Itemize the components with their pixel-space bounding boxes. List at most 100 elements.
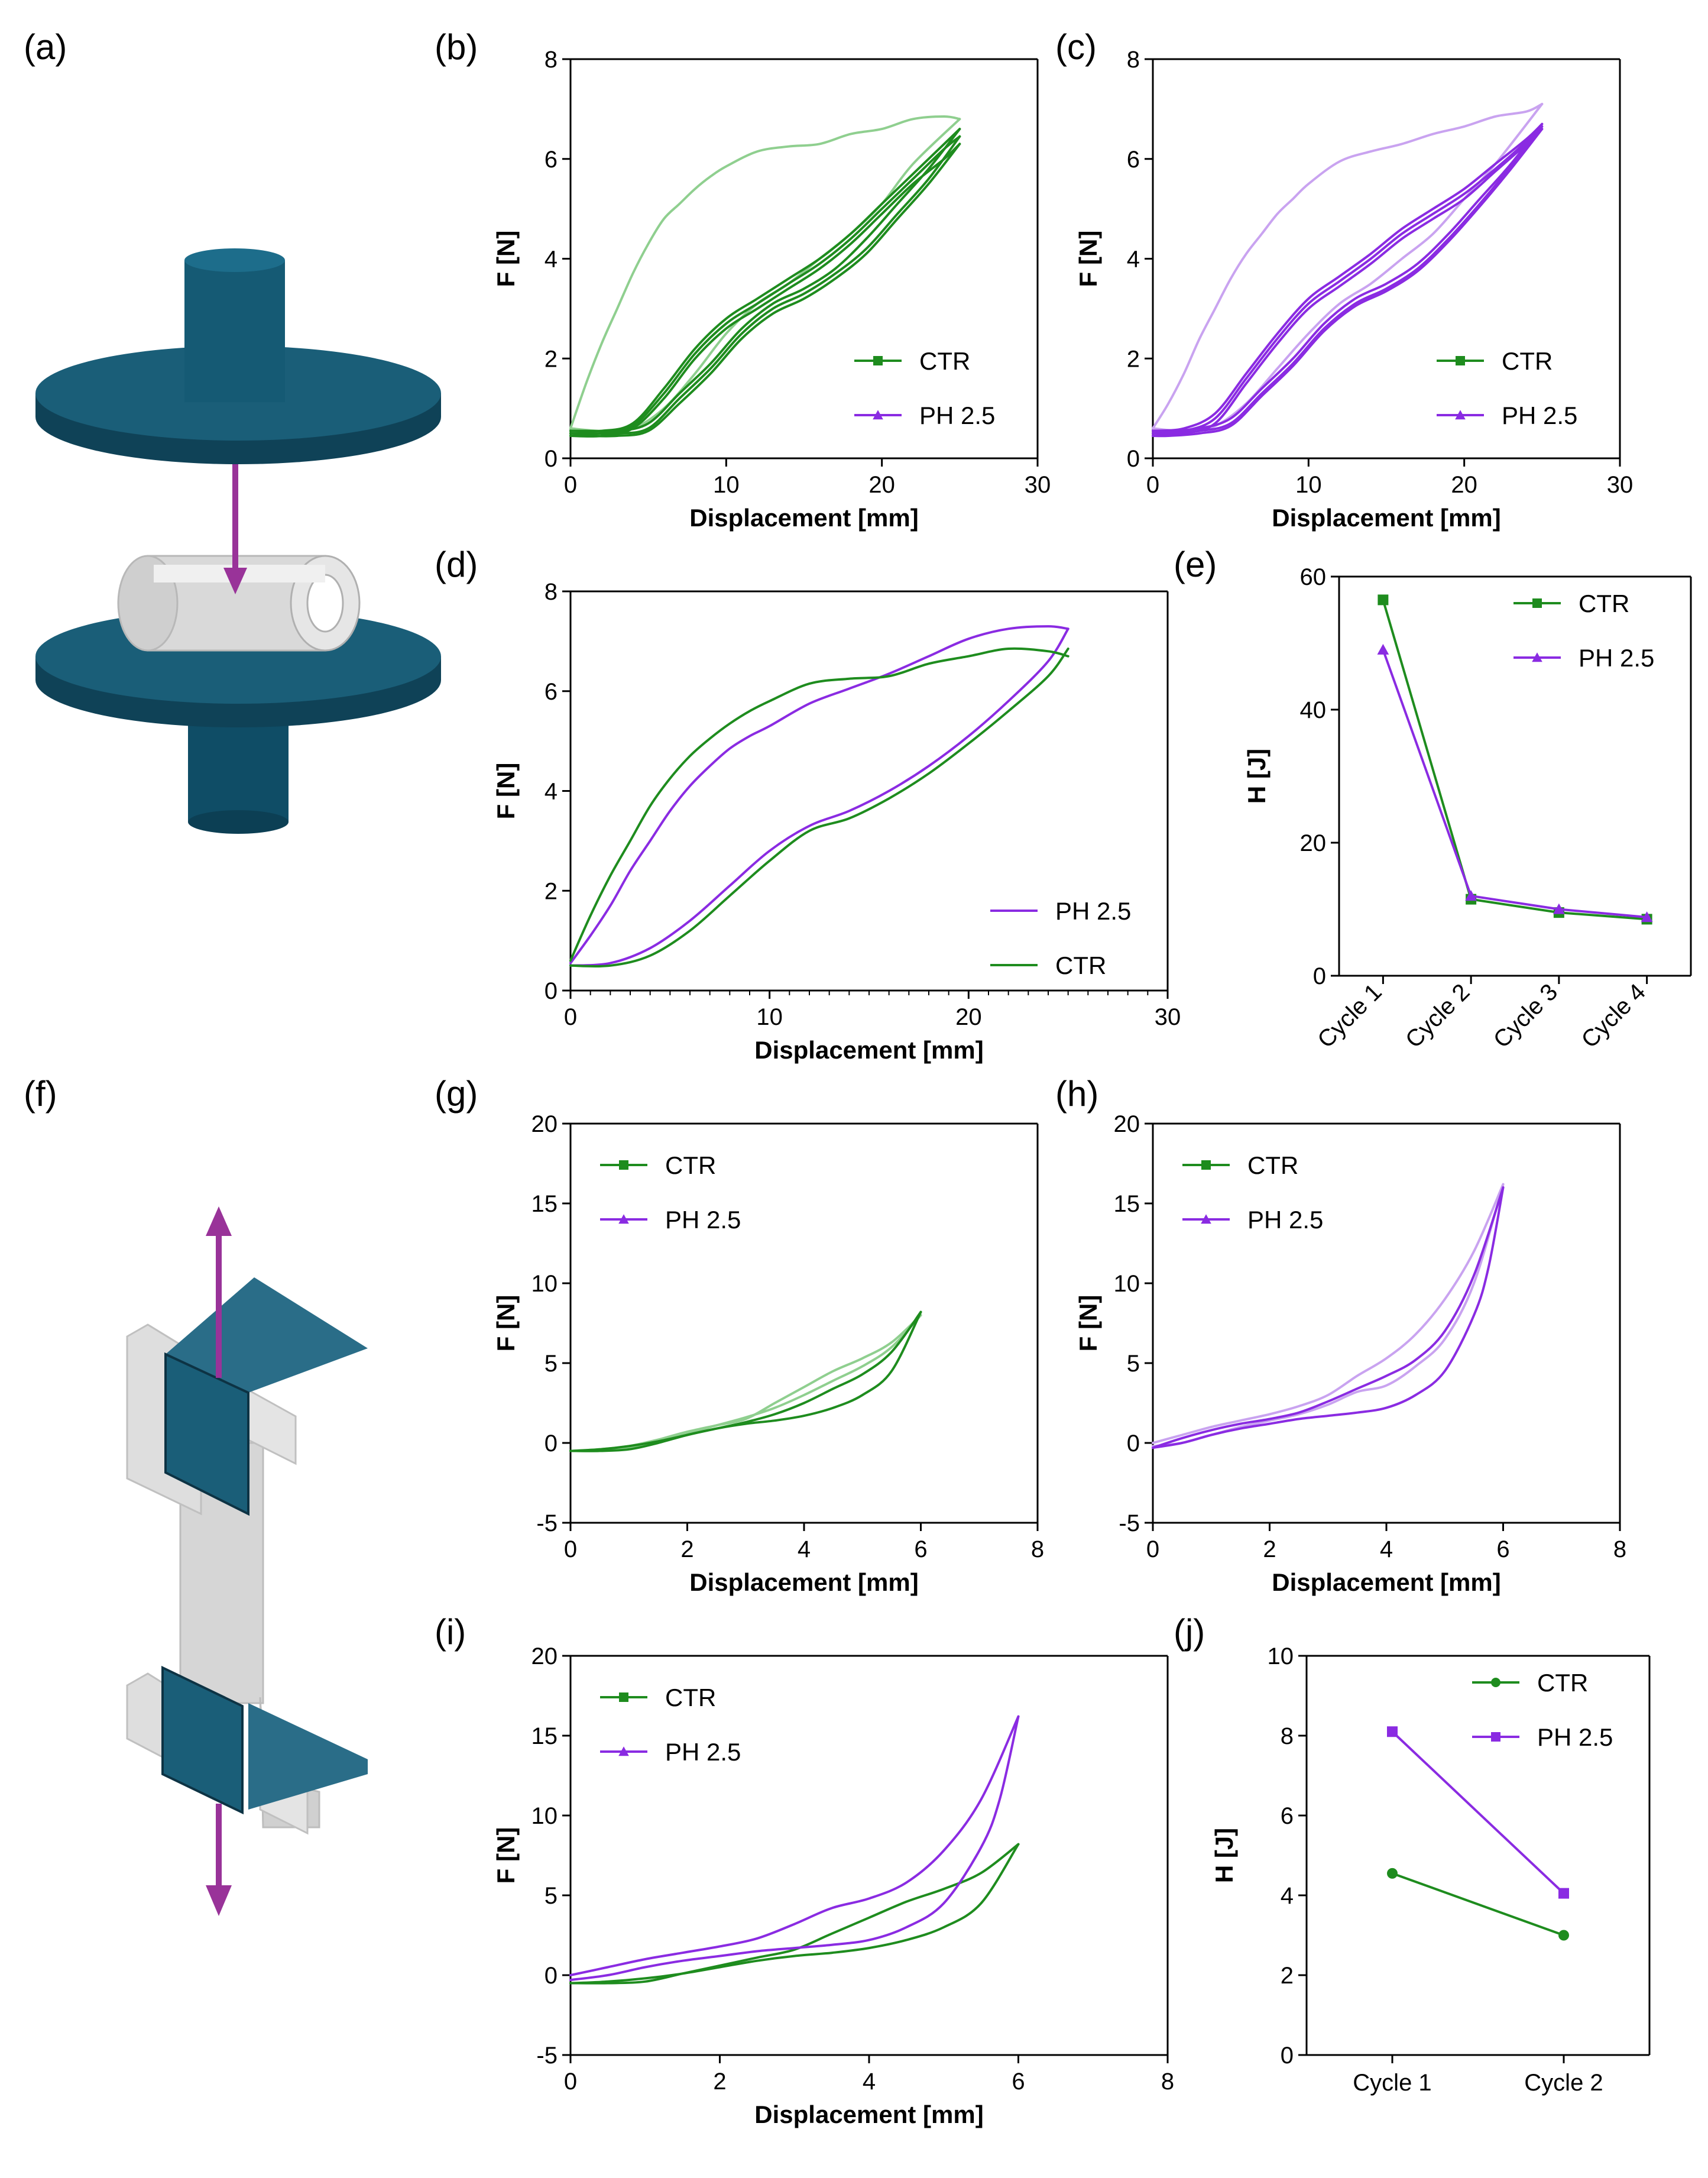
y-tick-label-e: 40 bbox=[1300, 697, 1327, 723]
y-axis-label-h: F [N] bbox=[1074, 1295, 1102, 1352]
y-tick-label-g: 10 bbox=[531, 1271, 558, 1297]
series-curve-d-1 bbox=[569, 627, 1069, 967]
arrow-down-lower-head bbox=[206, 1885, 232, 1916]
x-tick-label-h: 2 bbox=[1263, 1536, 1276, 1562]
y-tick-label-g: 0 bbox=[545, 1431, 558, 1457]
legend-label-j-0: CTR bbox=[1537, 1669, 1588, 1697]
series-curve-i-1 bbox=[569, 1843, 1020, 1985]
y-tick-label-j: 8 bbox=[1281, 1723, 1294, 1749]
x-tick-label-g: 4 bbox=[798, 1536, 811, 1562]
x-tick-label-e: Cycle 2 bbox=[1401, 979, 1474, 1053]
x-tick-label-h: 0 bbox=[1146, 1536, 1159, 1562]
series-group-g bbox=[569, 1310, 922, 1452]
y-tick-label-i: 0 bbox=[545, 1963, 558, 1989]
x-tick-label-g: 6 bbox=[914, 1536, 927, 1562]
x-tick-label-h: 6 bbox=[1496, 1536, 1509, 1562]
y-axis-label-d: F [N] bbox=[492, 763, 520, 820]
y-tick-label-e: 0 bbox=[1313, 963, 1326, 989]
legend-marker-h-0 bbox=[1201, 1160, 1211, 1170]
y-tick-label-c: 2 bbox=[1127, 346, 1140, 372]
legend-label-e-0: CTR bbox=[1579, 590, 1629, 617]
series-curve-i-3 bbox=[569, 1715, 1020, 1982]
x-axis-label-c: Displacement [mm] bbox=[1272, 504, 1500, 532]
data-point-e-0 bbox=[1378, 594, 1389, 606]
series-curve-d-3 bbox=[569, 648, 1069, 968]
series-curve-b-4 bbox=[569, 135, 961, 435]
data-point-j-1 bbox=[1558, 1888, 1569, 1899]
panel-label-h: (h) bbox=[1055, 1074, 1098, 1114]
legend-d: PH 2.5 CTR bbox=[990, 897, 1131, 979]
y-tick-label-c: 0 bbox=[1127, 446, 1140, 472]
y-tick-label-d: 6 bbox=[545, 679, 558, 705]
y-tick-label-h: 20 bbox=[1114, 1111, 1140, 1137]
data-point-e-1 bbox=[1377, 643, 1389, 655]
legend-marker-i-1 bbox=[618, 1746, 629, 1756]
series-curve-b-7 bbox=[569, 143, 961, 438]
x-tick-label-d: 20 bbox=[955, 1004, 982, 1030]
series-group-j bbox=[1387, 1726, 1569, 1941]
chart-e: (e) 0 20 40 60 Cycle 1 Cycle 2 Cycle 3 Cycle 4 H … bbox=[1174, 545, 1692, 1053]
panel-label-f: (f) bbox=[24, 1074, 57, 1114]
y-axis-label-g: F [N] bbox=[492, 1295, 520, 1352]
axes-c: 0 2 4 6 8 0 10 20 30 bbox=[1127, 47, 1634, 498]
panel-label-b: (b) bbox=[435, 27, 478, 67]
y-tick-label-d: 0 bbox=[545, 978, 558, 1004]
x-tick-label-e: Cycle 1 bbox=[1312, 979, 1386, 1053]
x-axis-label-h: Displacement [mm] bbox=[1272, 1568, 1500, 1596]
panel-label-d: (d) bbox=[435, 545, 478, 584]
legend-label-i-1: PH 2.5 bbox=[665, 1738, 741, 1766]
series-line-e-0 bbox=[1382, 599, 1647, 921]
legend-label-c-1: PH 2.5 bbox=[1502, 402, 1577, 429]
series-group-d bbox=[569, 625, 1069, 968]
chart-j: (j) 0 2 4 6 8 10 Cycle 1 Cycle 2 H [J] CTR PH 2.5 bbox=[1174, 1612, 1651, 2096]
series-group-b bbox=[569, 115, 961, 438]
y-tick-label-c: 8 bbox=[1127, 47, 1140, 73]
legend-marker-e-1 bbox=[1532, 652, 1542, 662]
lower-grip-plate-top bbox=[248, 1703, 368, 1810]
panel-label-i: (i) bbox=[435, 1612, 466, 1652]
series-line-j-0 bbox=[1392, 1872, 1564, 1937]
x-tick-label-e: Cycle 3 bbox=[1489, 979, 1563, 1053]
y-tick-label-b: 4 bbox=[545, 247, 558, 273]
legend-label-i-0: CTR bbox=[665, 1684, 716, 1711]
y-axis-label-j: H [J] bbox=[1210, 1828, 1238, 1883]
x-axis-label-d: Displacement [mm] bbox=[754, 1036, 983, 1064]
y-tick-label-e: 20 bbox=[1300, 830, 1327, 856]
x-axis-label-g: Displacement [mm] bbox=[689, 1568, 918, 1596]
panel-label-e: (e) bbox=[1174, 545, 1217, 584]
y-tick-label-b: 2 bbox=[545, 346, 558, 372]
series-curve-g-2 bbox=[569, 1310, 922, 1452]
series-curve-c-0 bbox=[1152, 102, 1544, 430]
axes-j: 0 2 4 6 8 10 Cycle 1 Cycle 2 bbox=[1268, 1643, 1651, 2096]
y-tick-label-c: 6 bbox=[1127, 147, 1140, 173]
x-tick-label-d: 0 bbox=[564, 1004, 577, 1030]
legend-e: CTR PH 2.5 bbox=[1513, 590, 1654, 672]
series-curve-h-0 bbox=[1152, 1183, 1505, 1444]
tube-specimen bbox=[117, 555, 361, 652]
bottom-rod-end bbox=[188, 810, 289, 834]
x-tick-label-b: 0 bbox=[564, 472, 577, 498]
series-curve-d-0 bbox=[569, 625, 1069, 965]
series-group-h bbox=[1152, 1183, 1505, 1449]
legend-label-b-1: PH 2.5 bbox=[919, 402, 995, 429]
y-tick-label-j: 4 bbox=[1281, 1883, 1294, 1909]
legend-marker-g-0 bbox=[619, 1160, 628, 1170]
series-line-j-1 bbox=[1391, 1730, 1565, 1895]
legend-g: CTR PH 2.5 bbox=[600, 1151, 741, 1234]
y-tick-label-d: 8 bbox=[545, 579, 558, 605]
series-curve-i-2 bbox=[569, 1715, 1020, 1976]
y-tick-label-i: 5 bbox=[545, 1883, 558, 1909]
panel-label-g: (g) bbox=[435, 1074, 478, 1114]
y-tick-label-j: 2 bbox=[1281, 1963, 1294, 1989]
axes-b: 0 2 4 6 8 0 10 20 30 bbox=[545, 47, 1051, 498]
panel-label-c: (c) bbox=[1055, 27, 1097, 67]
y-tick-label-c: 4 bbox=[1127, 247, 1140, 273]
legend-h: CTR PH 2.5 bbox=[1182, 1151, 1323, 1234]
x-tick-label-d: 10 bbox=[756, 1004, 783, 1030]
y-tick-label-g: 15 bbox=[531, 1191, 558, 1217]
y-tick-label-g: 5 bbox=[545, 1351, 558, 1377]
